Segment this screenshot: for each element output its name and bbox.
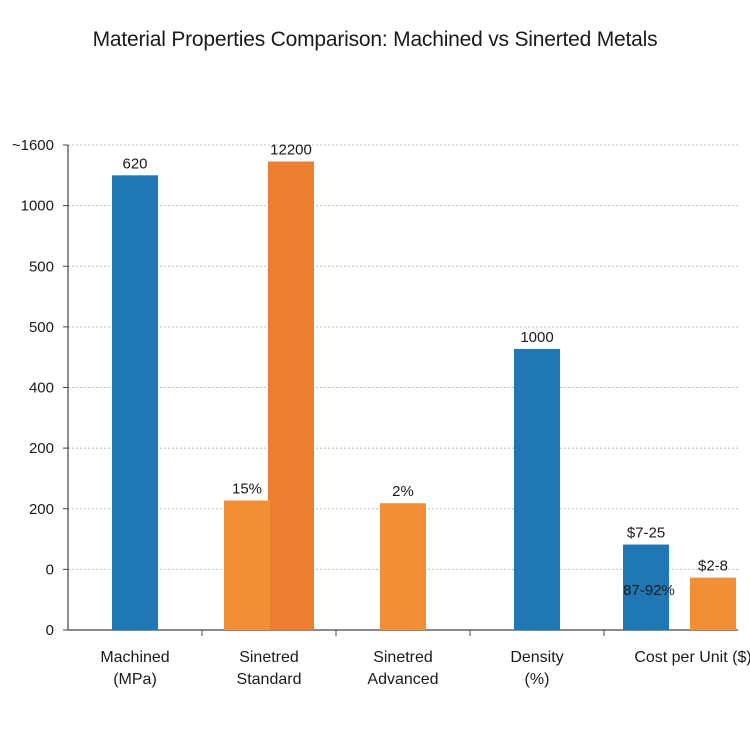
bar-value-label: 12200 — [270, 142, 312, 159]
annotation-label: 87-92% — [623, 582, 675, 599]
bar — [380, 503, 426, 630]
bar-value-label: 620 — [122, 155, 147, 172]
bar — [224, 500, 270, 630]
bar — [514, 348, 560, 630]
y-tick-label: 1000 — [21, 198, 54, 215]
y-tick-label: 500 — [29, 319, 54, 336]
category-label: Machined (MPa) — [100, 649, 169, 688]
category-label: Density (%) — [510, 649, 563, 688]
labels: 0 0 200 200 400 500 500 1000 ~1600 Machined (MPa) S… — [12, 137, 750, 688]
bar — [112, 175, 158, 630]
y-tick-label: 500 — [29, 258, 54, 275]
bar — [623, 544, 669, 630]
y-tick-label: 200 — [29, 501, 54, 518]
chart-title: Material Properties Comparison: Machined… — [92, 28, 658, 51]
y-tick-label: 0 — [46, 561, 54, 578]
bar-value-label: 15% — [232, 480, 262, 497]
category-label: Sinetred Standard — [237, 649, 302, 688]
bar-value-label: 2% — [392, 483, 414, 500]
category-label: Sinetred Advanced — [367, 649, 438, 688]
y-tick-label: 0 — [46, 622, 54, 639]
bars — [112, 161, 736, 630]
y-tick-label: 200 — [29, 440, 54, 457]
bar — [690, 577, 736, 630]
bar-value-label: $7-25 — [627, 525, 665, 542]
y-tick-label: 400 — [29, 380, 54, 397]
bar — [268, 161, 314, 630]
category-label: Cost per Unit ($) — [634, 649, 750, 666]
bar-value-label: 1000 — [520, 329, 553, 346]
bar-value-label: $2-8 — [698, 558, 728, 575]
y-tick-label: ~1600 — [12, 137, 54, 154]
